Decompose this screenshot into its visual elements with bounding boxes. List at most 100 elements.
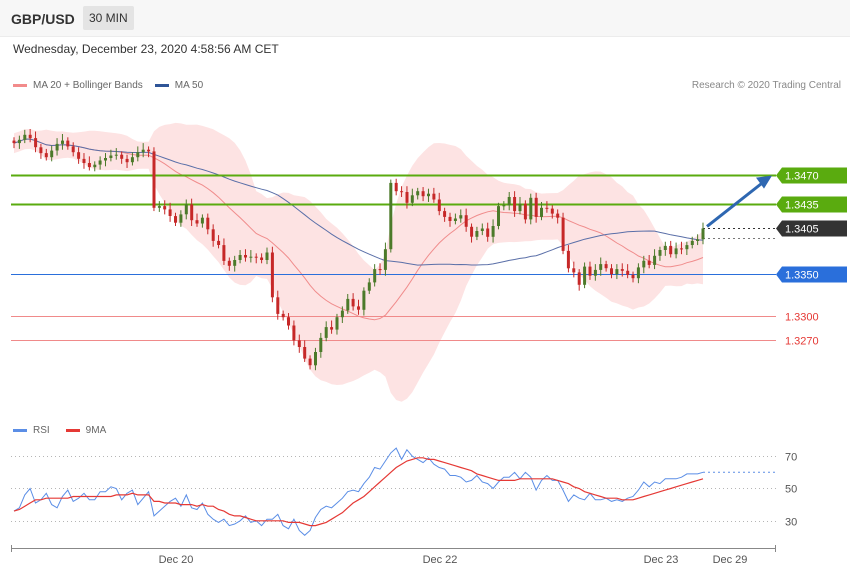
candle: [157, 201, 161, 212]
candle: [98, 156, 102, 170]
candle: [324, 321, 328, 342]
candle-body: [71, 146, 75, 153]
credit-text: Research © 2020 Trading Central: [691, 80, 841, 91]
candle: [200, 214, 204, 228]
candle: [297, 334, 301, 353]
candle: [459, 209, 463, 223]
candle-body: [599, 264, 603, 270]
candle-body: [195, 220, 199, 224]
candle-body: [44, 153, 48, 158]
rsi-panel: 30 50 70: [11, 447, 797, 536]
candle-body: [114, 154, 118, 156]
candle-body: [636, 267, 640, 279]
candle: [529, 193, 533, 225]
candle-body: [653, 255, 657, 265]
candle-body: [260, 257, 264, 260]
timestamp: Wednesday, December 23, 2020 4:58:56 AM …: [13, 42, 279, 56]
candle-body: [464, 215, 468, 227]
candle: [179, 210, 183, 227]
candle: [421, 187, 425, 202]
candle-body: [233, 260, 237, 266]
candle: [502, 201, 506, 211]
candle: [615, 264, 619, 280]
candle-body: [200, 217, 204, 224]
candle: [427, 188, 430, 202]
candle: [658, 246, 662, 261]
candle: [12, 137, 16, 149]
candle-body: [680, 248, 683, 250]
candle-body: [631, 274, 635, 279]
candle-body: [130, 157, 134, 163]
candle-body: [23, 134, 27, 140]
candle-body: [157, 206, 161, 208]
level-tag-1.3350: [776, 266, 847, 283]
candle: [534, 192, 538, 223]
timeframe-button[interactable]: 30 MIN: [83, 6, 134, 30]
candle: [71, 142, 75, 157]
candle-body: [206, 217, 210, 230]
candle: [206, 213, 210, 235]
candle-body: [109, 155, 113, 158]
rsi-swatch: [13, 429, 27, 432]
candle-body: [410, 195, 414, 203]
candle: [168, 202, 172, 222]
candle-body: [147, 149, 151, 152]
candle: [400, 186, 404, 197]
candle-body: [421, 191, 425, 197]
rsi-line: [13, 447, 704, 536]
bollinger-band-area: [14, 122, 703, 402]
candle-body: [270, 252, 274, 298]
candle-body: [61, 140, 64, 144]
candle: [626, 264, 630, 279]
candle: [518, 196, 522, 215]
legend-rsi: RSI: [13, 425, 50, 436]
candle-body: [104, 158, 107, 161]
candle-body: [577, 272, 581, 285]
candle-body: [174, 216, 177, 223]
candle: [87, 156, 91, 171]
candle: [647, 255, 651, 269]
candle-body: [50, 150, 54, 158]
candle-body: [540, 207, 543, 217]
candle-body: [17, 139, 21, 144]
candle: [443, 207, 447, 222]
candle-body: [125, 158, 129, 163]
rsi-tick-label: 30: [785, 517, 797, 529]
candle: [362, 287, 366, 316]
candle: [244, 249, 247, 262]
candle: [642, 255, 646, 274]
candle-body: [66, 140, 70, 147]
candle-body: [545, 207, 549, 209]
candle-body: [254, 256, 258, 258]
candle: [577, 269, 581, 291]
candle: [513, 191, 517, 217]
symbol-label: GBP/USD: [11, 11, 75, 27]
candle: [120, 151, 124, 164]
candle: [254, 253, 258, 264]
candle: [599, 257, 603, 276]
candle-body: [168, 209, 172, 216]
x-tick-label: Dec 20: [159, 554, 194, 566]
candle: [308, 355, 312, 370]
candle: [561, 212, 565, 255]
x-tick-label: Dec 22: [423, 554, 458, 566]
candle-body: [184, 204, 188, 215]
candle: [653, 249, 657, 270]
candle-body: [696, 239, 700, 241]
candle-body: [405, 192, 409, 203]
candle: [314, 347, 317, 371]
candle-body: [518, 203, 522, 212]
candle-body: [507, 197, 511, 206]
ma20-swatch: [13, 84, 27, 87]
candle: [346, 293, 350, 314]
candle-body: [314, 352, 317, 366]
level-label-1.3405: 1.3405: [785, 224, 819, 236]
level-label-1.3300: 1.3300: [785, 312, 819, 324]
candle: [50, 145, 54, 162]
candle: [17, 135, 21, 149]
price-levels: 1.3470 1.3435 1.3405 1.3350 1.3300 1.3270: [11, 167, 847, 348]
candle: [437, 192, 441, 216]
legend-ma50: MA 50: [154, 80, 203, 91]
candle: [260, 253, 264, 264]
